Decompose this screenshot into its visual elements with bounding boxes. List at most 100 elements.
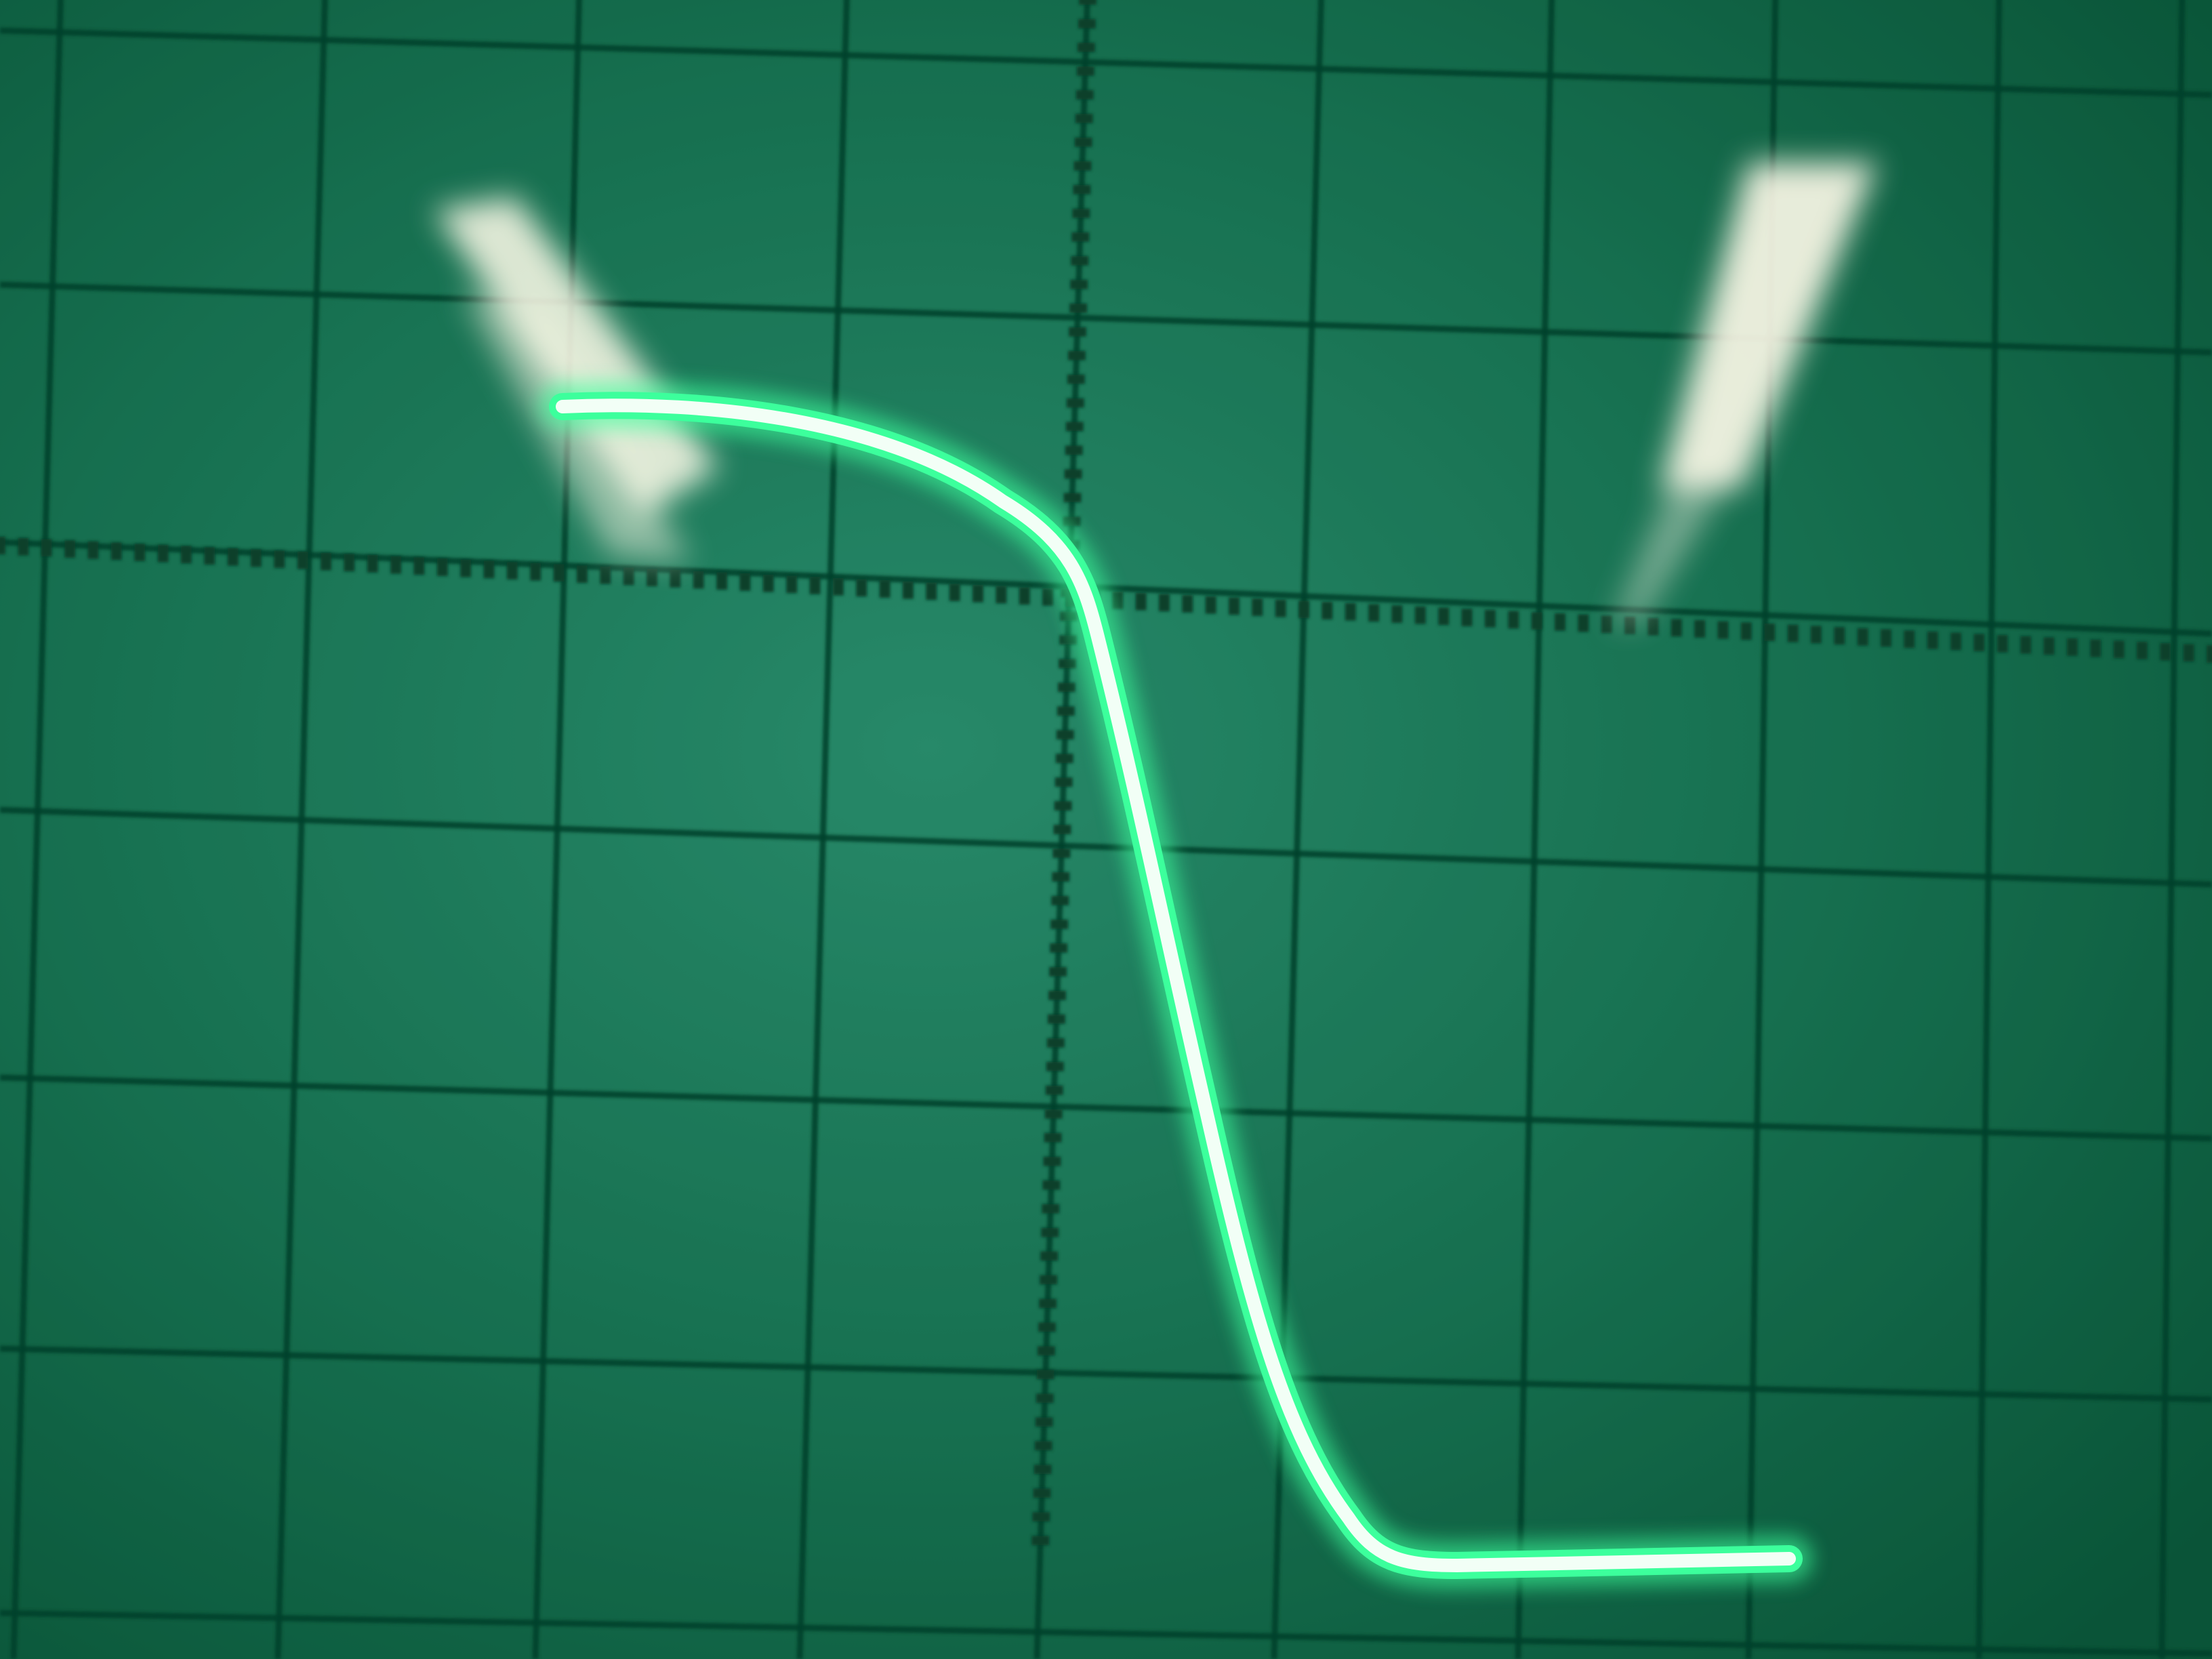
axis-minor-tick	[1997, 635, 2008, 653]
axis-minor-tick	[763, 575, 774, 592]
axis-minor-tick	[1034, 1465, 1052, 1474]
axis-minor-tick	[437, 558, 448, 576]
axis-minor-tick	[1040, 1251, 1058, 1261]
axis-minor-tick	[1036, 1417, 1053, 1427]
axis-minor-tick	[1069, 304, 1087, 313]
axis-minor-tick	[1031, 1559, 1048, 1569]
axis-minor-tick	[1508, 611, 1519, 628]
axis-minor-tick	[1030, 1583, 1048, 1593]
axis-minor-tick	[1067, 375, 1085, 384]
axis-minor-tick	[1578, 615, 1589, 632]
axis-minor-tick	[1036, 1393, 1054, 1403]
axis-minor-tick	[1065, 445, 1083, 455]
axis-minor-tick	[856, 579, 867, 596]
axis-minor-tick	[1044, 1157, 1061, 1166]
axis-minor-tick	[1074, 161, 1092, 171]
axis-minor-tick	[1044, 1133, 1062, 1143]
axis-minor-tick	[1741, 622, 1752, 640]
axis-minor-tick	[903, 581, 914, 599]
axis-minor-tick	[1035, 1441, 1052, 1450]
axis-minor-tick	[1834, 627, 1845, 644]
axis-minor-tick	[1764, 623, 1775, 641]
axis-minor-tick	[1904, 630, 1914, 648]
axis-minor-tick	[1345, 603, 1356, 621]
axis-minor-tick	[2184, 644, 2194, 661]
axis-minor-tick	[880, 580, 890, 598]
axis-minor-tick	[996, 586, 1006, 603]
axis-minor-tick	[1275, 600, 1286, 617]
axis-minor-tick	[1037, 1370, 1054, 1379]
axis-minor-tick	[2067, 638, 2078, 656]
axis-minor-tick	[1042, 1181, 1060, 1190]
axis-minor-tick	[1048, 1015, 1065, 1024]
axis-minor-tick	[1041, 1228, 1059, 1237]
axis-minor-tick	[1052, 848, 1070, 858]
axis-minor-tick	[1033, 1488, 1051, 1498]
axis-minor-tick	[1927, 632, 1938, 649]
axis-minor-tick	[1601, 615, 1612, 633]
axis-minor-tick	[1029, 1607, 1047, 1616]
axis-minor-tick	[251, 550, 262, 567]
axis-minor-tick	[1067, 398, 1084, 408]
axis-minor-tick	[1811, 626, 1822, 643]
axis-minor-tick	[1066, 422, 1084, 431]
axis-minor-tick	[1050, 920, 1068, 929]
axis-minor-tick	[1040, 1275, 1057, 1284]
axis-minor-tick	[1050, 943, 1067, 953]
axis-minor-tick	[274, 550, 285, 568]
axis-minor-tick	[158, 545, 169, 562]
axis-minor-tick	[1532, 612, 1542, 630]
axis-minor-tick	[1052, 872, 1069, 882]
axis-minor-tick	[204, 547, 215, 565]
axis-minor-tick	[577, 565, 588, 583]
axis-minor-tick	[1252, 598, 1263, 616]
axis-minor-tick	[1038, 1322, 1056, 1332]
axis-minor-tick	[2114, 640, 2125, 658]
axis-minor-tick	[460, 560, 471, 577]
axis-minor-tick	[1054, 825, 1071, 834]
axis-minor-tick	[228, 548, 239, 566]
axis-minor-tick	[1039, 1298, 1057, 1308]
axis-minor-tick	[1031, 1536, 1049, 1545]
axis-minor-tick	[1078, 43, 1095, 52]
axis-minor-tick	[321, 553, 331, 571]
axis-minor-tick	[786, 575, 797, 593]
axis-minor-tick	[554, 564, 565, 581]
axis-minor-tick	[1019, 587, 1030, 605]
axis-minor-tick	[1059, 659, 1076, 668]
axis-minor-tick	[1136, 593, 1147, 611]
axis-minor-tick	[181, 546, 192, 563]
axis-minor-tick	[670, 570, 680, 588]
axis-minor-tick	[1555, 613, 1565, 631]
axis-minor-tick	[1073, 185, 1090, 194]
axis-minor-tick	[1973, 634, 1984, 651]
axis-minor-tick	[1071, 232, 1089, 242]
axis-minor-tick	[0, 537, 5, 554]
axis-minor-tick	[833, 578, 844, 596]
axis-minor-tick	[1054, 801, 1072, 811]
axis-minor-tick	[390, 556, 401, 574]
axis-minor-tick	[18, 538, 28, 556]
axis-minor-tick	[647, 569, 657, 586]
axis-minor-tick	[64, 540, 75, 558]
axis-minor-tick	[1051, 896, 1069, 905]
axis-minor-tick	[1070, 280, 1088, 289]
axis-minor-tick	[1047, 1038, 1065, 1048]
axis-minor-tick	[1065, 469, 1082, 478]
axis-minor-tick	[926, 582, 937, 600]
axis-minor-tick	[1298, 600, 1309, 618]
axis-minor-tick	[1950, 632, 1961, 650]
axis-minor-tick	[413, 557, 424, 575]
axis-minor-tick	[1391, 605, 1402, 623]
axis-minor-tick	[2160, 643, 2171, 661]
axis-minor-tick	[1694, 620, 1705, 638]
axis-minor-tick	[1046, 1062, 1064, 1071]
axis-minor-tick	[1057, 706, 1075, 716]
axis-minor-tick	[1229, 597, 1240, 615]
axis-minor-tick	[1068, 351, 1086, 361]
axis-minor-tick	[367, 555, 378, 573]
axis-minor-tick	[1042, 1204, 1059, 1214]
axis-minor-tick	[1049, 967, 1067, 977]
